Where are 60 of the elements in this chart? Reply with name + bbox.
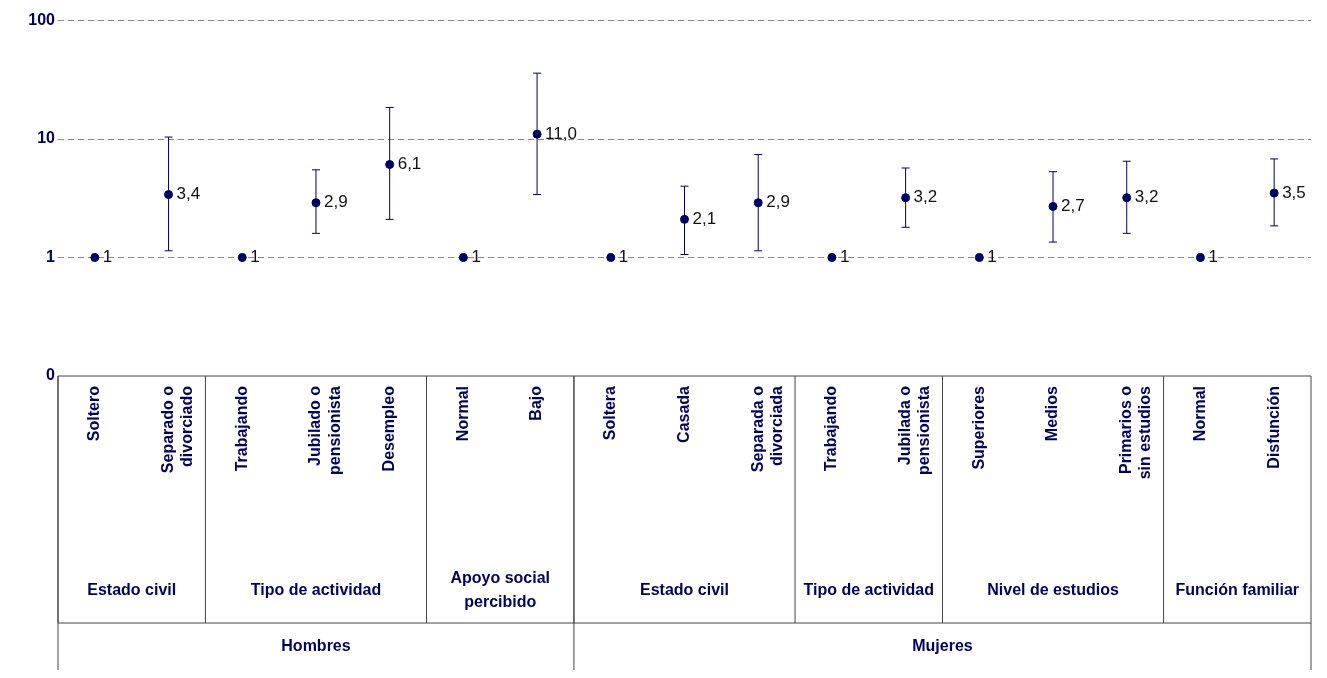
text: Nivel de estudios (987, 580, 1119, 598)
x-tick-label: Medios (1043, 385, 1061, 442)
y-tick-label: 100 (28, 11, 56, 29)
point (385, 160, 395, 169)
point (827, 253, 837, 263)
x-tick-label: Primarios o sin estudios (1117, 385, 1154, 480)
point (753, 198, 763, 208)
x-tick-label: Jubilado o pensionista (306, 385, 343, 475)
data-label: 1 (1208, 247, 1218, 267)
text: Mujeres (912, 636, 973, 654)
point (606, 253, 616, 263)
x-tick-label: Jubilada o pensionista (896, 385, 933, 475)
point (680, 214, 689, 224)
data-label: 1 (250, 247, 260, 267)
data-label: 3,2 (1134, 187, 1159, 207)
data-label: 1 (471, 247, 481, 267)
y-tick-label: 0 (46, 366, 56, 384)
data-label: 1 (839, 247, 850, 267)
data-label: 6,1 (397, 154, 422, 174)
x-tick-label: Normal (1190, 386, 1208, 442)
point (90, 253, 100, 263)
text: Estado civil (87, 580, 177, 598)
text: Hombres (281, 636, 351, 654)
x-tick-label: Trabajando (232, 385, 250, 472)
x-tick-label: Separada o divorciada (748, 385, 785, 473)
x-tick-label: Casada (674, 385, 692, 443)
y-tick-label: 10 (37, 129, 56, 147)
point (1122, 193, 1132, 203)
x-tick-label: Normal (453, 386, 471, 442)
x-tick-label: Bajo (527, 385, 545, 421)
data-label: 2,7 (1061, 196, 1085, 216)
x-tick-label: Superiores (969, 385, 987, 470)
x-tick-label: Separado o divorciado (158, 385, 196, 474)
x-tick-label: Disfunción (1264, 386, 1282, 469)
text: Tipo de actividad (803, 580, 934, 598)
point (1195, 253, 1205, 263)
text: Estado civil (640, 580, 729, 598)
x-tick-label: Soltero (85, 385, 103, 442)
y-tick-label: 1 (46, 247, 56, 265)
x-tick-label: Desempleo (380, 385, 398, 472)
point (164, 190, 174, 200)
point (974, 253, 984, 263)
data-label: 3,4 (176, 184, 201, 204)
data-label: 3,5 (1282, 182, 1306, 202)
text: Función familiar (1175, 580, 1300, 598)
data-label: 1 (618, 247, 629, 267)
data-label: 2,9 (766, 192, 790, 212)
data-label: 2,1 (692, 209, 717, 229)
point (237, 253, 247, 263)
data-label: 1 (102, 247, 113, 267)
data-label: 11,0 (545, 123, 577, 143)
point (458, 253, 468, 263)
data-label: 3,2 (913, 187, 938, 207)
text: Apoyo social percibido (450, 568, 551, 610)
x-tick-label: Trabajando (822, 385, 840, 472)
point (901, 193, 911, 203)
data-label: 1 (987, 247, 997, 267)
data-label: 2,9 (323, 192, 348, 212)
x-tick-label: Soltera (601, 385, 619, 441)
text: Tipo de actividad (250, 580, 382, 598)
